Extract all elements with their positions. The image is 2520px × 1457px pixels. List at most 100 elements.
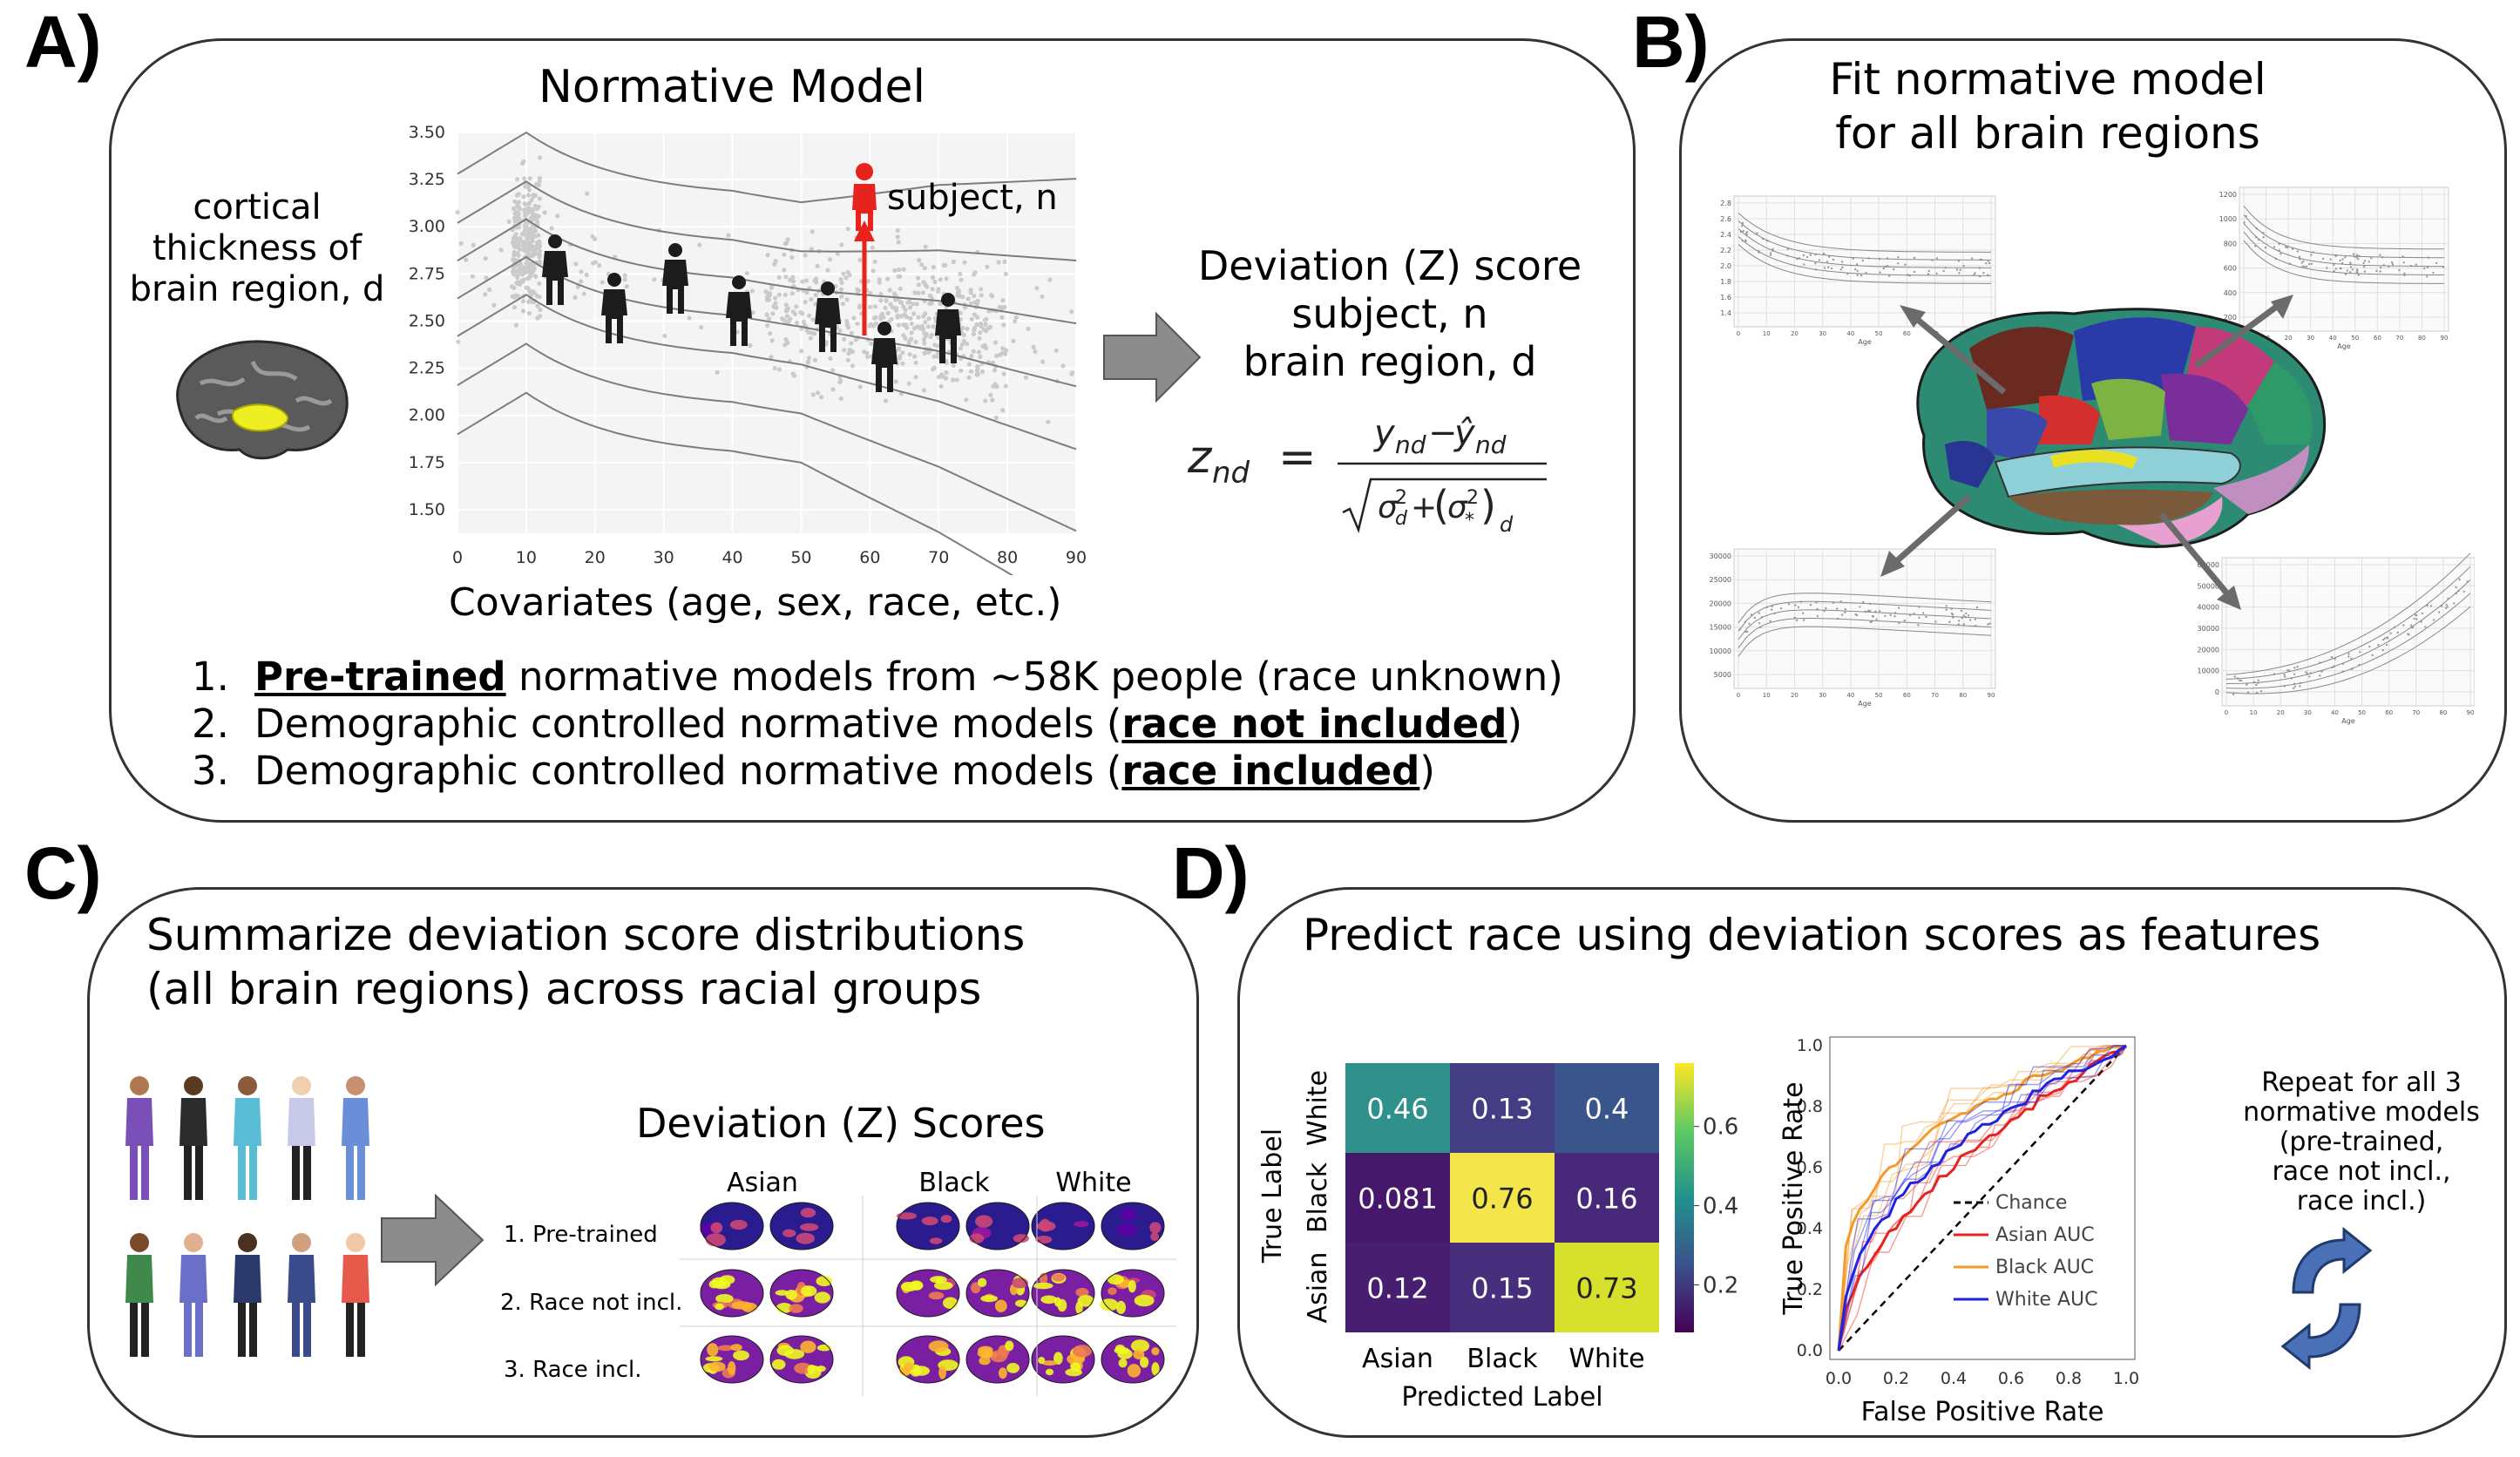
brain-map: [1101, 1335, 1165, 1384]
row-label-race-not-incl: 2. Race not incl.: [500, 1290, 683, 1316]
panel-a-label: A): [24, 1, 102, 83]
roc-chart: 0.00.0 0.2 0.2 0.4 0.4 0.6 0.6 0.8 0.8 1.0 1.0 Chan…: [1778, 1036, 2139, 1427]
svg-text:2: 2: [1467, 487, 1479, 509]
mini-y-tick: 1.6: [1720, 294, 1731, 302]
arrow-right-icon: [1103, 311, 1202, 403]
deviation-score-text: Deviation (Z) score subject, n brain reg…: [1197, 242, 1582, 385]
mini-x-label: Age: [1858, 338, 1872, 346]
y-tick-label: 1.50: [409, 500, 445, 519]
x-tick-label: 80: [997, 548, 1018, 567]
mini-x-label: Age: [2337, 342, 2351, 350]
svg-text:σ: σ: [1447, 490, 1468, 525]
cm-value: 0.15: [1471, 1272, 1533, 1305]
svg-text:ŷ: ŷ: [1453, 413, 1476, 453]
mini-x-tick: 20: [2277, 709, 2285, 716]
legend-label: White AUC: [1995, 1289, 2097, 1311]
cm-value: 0.12: [1366, 1272, 1428, 1305]
roc-y-tick: 1.0: [1797, 1036, 1823, 1055]
mini-x-tick: 50: [2358, 709, 2366, 716]
svg-text:nd: nd: [1475, 430, 1507, 459]
y-tick-label: 3.00: [409, 217, 445, 236]
brain-map: [769, 1335, 834, 1384]
brain-map: [700, 1269, 764, 1318]
brain-map: [965, 1335, 1030, 1384]
normative-model-title: Normative Model: [539, 61, 925, 113]
roc-mean-curve: [1837, 1044, 2127, 1352]
group-label-black: Black: [918, 1168, 990, 1198]
mini-x-tick: 0: [1737, 330, 1740, 337]
roc-fold-curve: [1838, 1045, 2127, 1352]
x-tick-label: 10: [516, 548, 537, 567]
mini-y-tick: 20000: [2198, 646, 2219, 654]
person-illustration: [234, 1233, 261, 1357]
mini-y-tick: 1.4: [1720, 309, 1731, 317]
mini-y-tick: 20000: [1710, 600, 1731, 607]
person-illustration: [125, 1076, 153, 1200]
cm-value: 0.73: [1575, 1272, 1637, 1305]
roc-fold-curve: [1838, 1045, 2126, 1352]
mini-x-tick: 70: [2395, 335, 2403, 342]
group-label-white: White: [1055, 1168, 1132, 1198]
colorbar-tick: 0.4: [1703, 1194, 1738, 1220]
subject-arrow: [852, 163, 877, 335]
svg-text:(: (: [1433, 482, 1449, 529]
mini-x-tick: 50: [1875, 330, 1883, 337]
cm-value: 0.46: [1366, 1093, 1428, 1126]
y-tick-label: 2.75: [409, 264, 445, 283]
mini-x-tick: 0: [2225, 709, 2228, 716]
deviation-scores-title: Deviation (Z) Scores: [636, 1100, 1046, 1147]
brain-map: [896, 1202, 960, 1250]
mini-x-tick: 90: [1988, 692, 1995, 699]
y-tick-label: 1.75: [409, 453, 445, 472]
list-item-1: 1. Pre-trained normative models from ~58K…: [192, 654, 1563, 700]
panel-d-label: D): [1172, 832, 1250, 914]
brain-map: [896, 1269, 960, 1318]
roc-fold-curve: [1838, 1045, 2126, 1352]
person-illustration: [342, 1076, 369, 1200]
roc-mean-curve: [1837, 1046, 2127, 1352]
mini-x-label: Age: [1858, 700, 1872, 708]
mini-y-tick: 2.4: [1720, 231, 1731, 239]
roc-ylabel: True Positive Rate: [1778, 1081, 1809, 1315]
cm-row-label: Asian: [1303, 1252, 1333, 1324]
cm-col-label: White: [1568, 1344, 1644, 1374]
panel-b-title: Fit normative model for all brain region…: [1829, 54, 2266, 159]
confusion-matrix: 0.46 0.13 0.4 0.081 0.76 0.16 0.12 0.15 0.73 Whit…: [1257, 1063, 1738, 1412]
panel-d-title: Predict race using deviation scores as f…: [1303, 910, 2321, 960]
cm-value: 0.081: [1358, 1183, 1438, 1216]
mini-x-tick: 80: [1959, 692, 1967, 699]
roc-x-tick: 0.4: [1941, 1369, 1967, 1388]
svg-text:nd: nd: [1212, 456, 1250, 491]
roc-y-tick: 0.8: [1797, 1097, 1823, 1116]
person-illustration: [288, 1076, 315, 1200]
list-item-3: 3. Demographic controlled normative model…: [192, 748, 1435, 794]
mini-y-tick: 0: [2215, 688, 2219, 696]
group-label-asian: Asian: [727, 1168, 798, 1198]
x-tick-label: 70: [928, 548, 949, 567]
subject-label: subject, n: [887, 178, 1058, 218]
colorbar: [1675, 1063, 1694, 1332]
mini-y-tick: 1.8: [1720, 278, 1731, 286]
roc-x-tick: 0.2: [1883, 1369, 1909, 1388]
roc-x-tick: 0.0: [1826, 1369, 1852, 1388]
mini-x-tick: 30: [2304, 709, 2312, 716]
brain-map: [769, 1202, 834, 1250]
mini-x-tick: 90: [2441, 335, 2449, 342]
svg-text:d: d: [1500, 512, 1514, 537]
brain-map: [769, 1269, 834, 1318]
cm-value: 0.76: [1471, 1183, 1533, 1216]
mini-y-tick: 30000: [2198, 625, 2219, 633]
brain-map: [1100, 1269, 1165, 1318]
x-tick-label: 30: [654, 548, 674, 567]
cm-cell: [1450, 1063, 1555, 1153]
mini-x-tick: 60: [2385, 709, 2393, 716]
mini-x-label: Age: [2341, 717, 2355, 725]
brain-map: [700, 1202, 764, 1250]
svg-text:*: *: [1465, 510, 1474, 532]
mini-y-tick: 2.8: [1720, 200, 1731, 207]
cm-cell: [1555, 1153, 1659, 1243]
mini-y-tick: 2.2: [1720, 247, 1731, 254]
mini-x-tick: 40: [2329, 335, 2337, 342]
svg-text:d: d: [1395, 508, 1408, 530]
brain-regions-figure: 2.8 2.6 2.4 2.2 2.0 1.8 1.6 1.4 0 10 20 30 40 50 60 70 8…: [1710, 186, 2475, 725]
